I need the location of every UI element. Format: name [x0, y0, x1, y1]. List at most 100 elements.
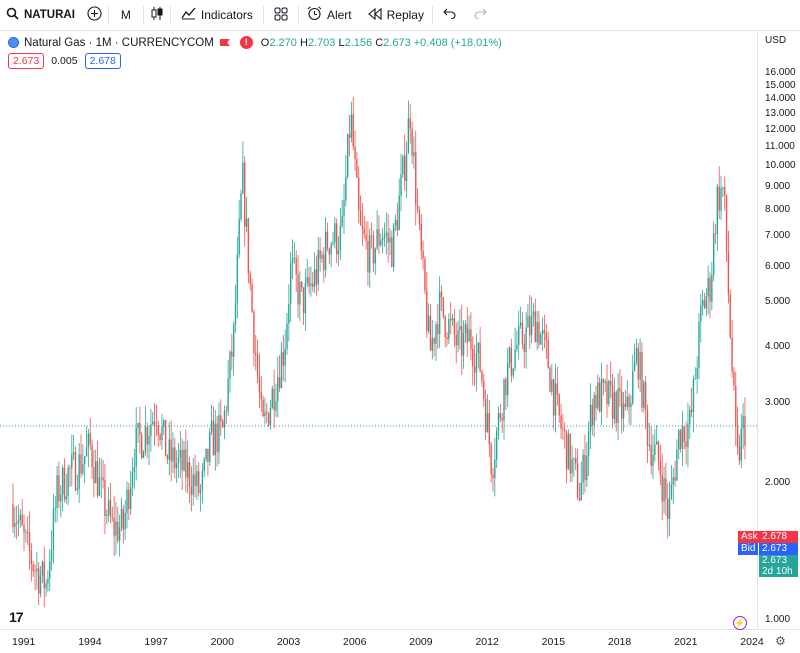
- candle-body: [83, 456, 86, 465]
- candle-body: [148, 435, 150, 445]
- candle-body: [604, 381, 606, 383]
- warning-icon[interactable]: !: [239, 36, 253, 49]
- candle-body: [698, 321, 700, 368]
- candle-body: [289, 263, 292, 305]
- candle-body: [183, 449, 185, 471]
- compare-button[interactable]: [81, 0, 108, 31]
- candle-body: [275, 401, 277, 411]
- candle-body: [190, 486, 193, 495]
- candle-body: [597, 382, 599, 409]
- candle-body: [446, 337, 448, 340]
- candle-body: [501, 418, 503, 421]
- candle-body: [418, 210, 421, 224]
- candle-body: [722, 186, 724, 189]
- flag-icon[interactable]: [219, 39, 230, 46]
- candle-body: [301, 282, 303, 288]
- ohlc-values: O2.270 H2.703 L2.156 C2.673 +0.408 (+18.…: [261, 37, 502, 49]
- candle-body: [56, 475, 58, 508]
- buy-price-button[interactable]: 2.678: [84, 53, 121, 69]
- candle-body: [626, 396, 628, 407]
- undo-button[interactable]: [433, 0, 466, 31]
- candle-body: [302, 287, 305, 314]
- candle-body: [166, 456, 169, 460]
- top-toolbar: NATURAI M Indicators Alert: [0, 0, 800, 31]
- candle-body: [394, 219, 397, 226]
- candle-body: [286, 323, 288, 349]
- candle-body: [245, 218, 248, 227]
- candle-body: [703, 300, 706, 309]
- candle-body: [609, 380, 612, 386]
- candle-body: [492, 474, 494, 479]
- sell-price-button[interactable]: 2.673: [8, 53, 45, 69]
- candle-body: [269, 407, 272, 426]
- ask-price-tag: 2.678: [759, 531, 798, 543]
- candle-body: [632, 371, 634, 404]
- candle-body: [185, 449, 187, 478]
- redo-button[interactable]: [466, 0, 495, 31]
- candle-body: [80, 454, 82, 474]
- candle-body: [291, 257, 294, 264]
- indicators-button[interactable]: Indicators: [171, 0, 263, 31]
- time-tick-label: 2021: [674, 636, 698, 648]
- candle-body: [12, 504, 14, 528]
- candle-body: [126, 489, 128, 514]
- candle-body: [711, 275, 713, 302]
- candle-body: [45, 583, 47, 589]
- candle-body: [633, 361, 636, 372]
- chart-type-button[interactable]: [144, 0, 170, 31]
- price-tick-label: 15.000: [765, 79, 796, 91]
- candle-body: [606, 381, 608, 405]
- gear-icon[interactable]: ⚙: [775, 634, 786, 648]
- candle-body: [486, 412, 489, 432]
- candle-body: [21, 514, 23, 526]
- candle-body: [102, 477, 104, 481]
- bar-countdown: 2d 10h: [762, 566, 793, 577]
- time-tick-label: 2015: [541, 636, 566, 648]
- candle-body: [381, 238, 384, 241]
- low-label: L: [338, 36, 345, 49]
- candle-body: [71, 454, 73, 469]
- interval-label: M: [120, 8, 131, 22]
- candle-body: [690, 409, 693, 413]
- layouts-button[interactable]: [264, 0, 298, 31]
- currency-label[interactable]: USD: [765, 35, 787, 46]
- candle-body: [321, 254, 323, 259]
- candle-body: [644, 382, 647, 410]
- candle-body: [339, 225, 342, 251]
- candle-body: [668, 498, 671, 519]
- add-symbol-icon: [87, 6, 102, 24]
- price-tick-label: 14.000: [765, 93, 796, 105]
- open-value: 2.270: [269, 36, 297, 49]
- candle-body: [109, 499, 112, 517]
- price-tick-label: 16.000: [765, 67, 796, 78]
- candle-body: [529, 316, 531, 336]
- rewind-icon: [367, 7, 382, 24]
- candle-body: [209, 431, 211, 462]
- price-tick-label: 1.000: [765, 614, 791, 625]
- time-tick-label: 2003: [276, 636, 301, 648]
- candle-body: [650, 444, 652, 467]
- candle-body: [361, 225, 364, 229]
- tradingview-logo[interactable]: 17: [9, 609, 24, 625]
- candle-body: [196, 471, 198, 486]
- candle-body: [508, 347, 511, 364]
- candle-body: [470, 329, 472, 349]
- candle-body: [163, 420, 165, 427]
- candle-body: [262, 399, 264, 417]
- candle-body: [663, 478, 665, 502]
- candle-body: [175, 463, 178, 469]
- spread-value: 0.005: [51, 55, 78, 67]
- candle-body: [733, 371, 735, 386]
- replay-button[interactable]: Replay: [360, 0, 432, 31]
- chart-legend: Natural Gas · 1M · CURRENCYCOM ! O2.270 …: [8, 36, 502, 49]
- alert-button[interactable]: Alert: [299, 0, 360, 31]
- lightning-icon[interactable]: ⚡: [733, 616, 747, 630]
- candle-body: [392, 225, 395, 267]
- undo-icon: [443, 8, 456, 22]
- candle-body: [453, 318, 456, 336]
- symbol-search[interactable]: NATURAI: [0, 0, 81, 31]
- candle-body: [569, 434, 571, 474]
- interval-button[interactable]: M: [109, 0, 143, 31]
- candle-body: [562, 428, 564, 431]
